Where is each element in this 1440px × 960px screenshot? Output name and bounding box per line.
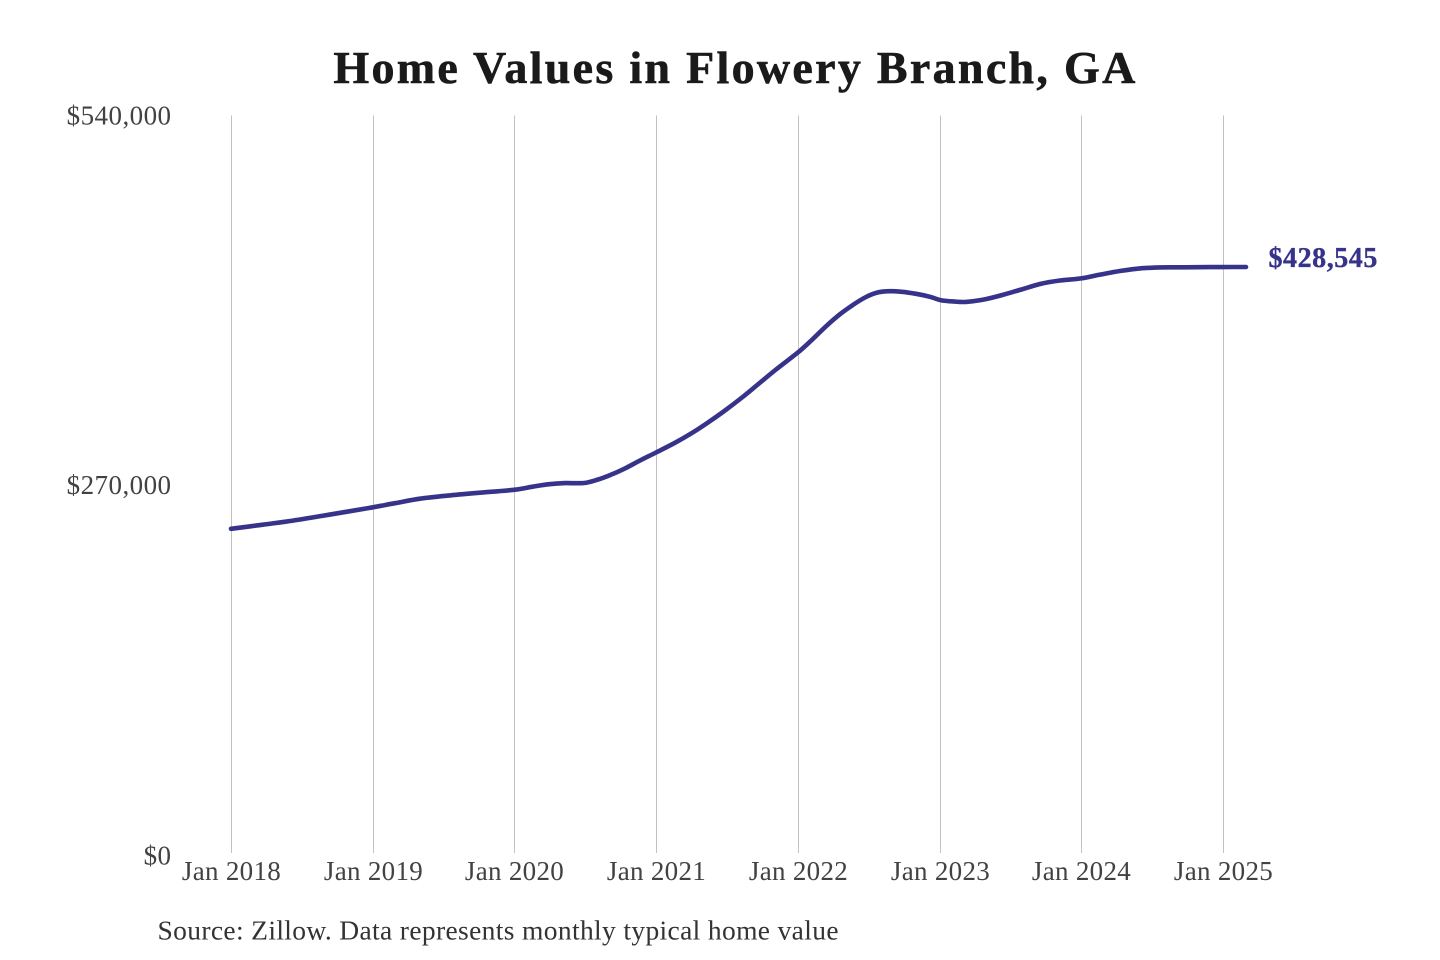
svg-text:$428,545: $428,545 [1269,243,1378,274]
svg-text:$270,000: $270,000 [67,470,172,500]
svg-text:Home Values in Flowery Branch,: Home Values in Flowery Branch, GA [333,42,1137,93]
svg-text:$0: $0 [144,841,172,871]
svg-text:$540,000: $540,000 [67,101,172,131]
svg-text:Jan 2022: Jan 2022 [749,856,848,886]
svg-text:Jan 2025: Jan 2025 [1174,856,1273,886]
svg-text:Jan 2020: Jan 2020 [465,856,564,886]
svg-text:Jan 2023: Jan 2023 [891,856,990,886]
svg-text:Jan 2018: Jan 2018 [182,856,281,886]
svg-text:Jan 2021: Jan 2021 [607,856,706,886]
svg-text:Jan 2019: Jan 2019 [324,856,423,886]
svg-text:Jan 2024: Jan 2024 [1032,856,1131,886]
svg-text:Source: Zillow. Data represent: Source: Zillow. Data represents monthly … [158,915,839,946]
